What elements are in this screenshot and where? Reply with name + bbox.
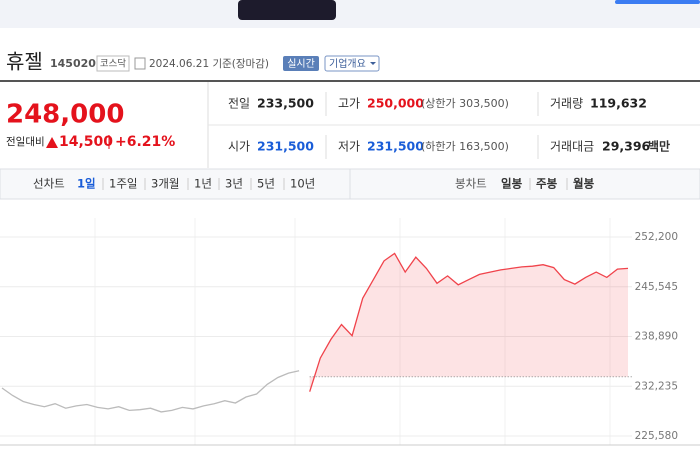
market-badge	[96, 55, 130, 72]
date: 2024.06.21 기준(장마감)	[149, 58, 269, 70]
stat-label: 거래량	[550, 97, 583, 111]
candle-tab[interactable]: 월봉	[573, 177, 595, 191]
header-rule	[0, 80, 700, 82]
stat-value: 250,000	[367, 96, 424, 111]
stat-label: 전일	[228, 97, 250, 111]
stat-value: 119,632	[590, 96, 647, 111]
stat-value: 233,500	[257, 96, 314, 111]
stat-label: 고가	[338, 97, 360, 111]
stock-code: 145020	[50, 57, 96, 70]
period-tab[interactable]: 3개월	[151, 177, 179, 191]
calendar-icon	[134, 57, 146, 70]
period-tab[interactable]: 1년	[194, 177, 212, 191]
stat-label: 저가	[338, 140, 360, 154]
period-tab[interactable]: 1일	[77, 177, 96, 191]
stat-unit: 백만	[648, 139, 670, 154]
change: 14,500	[59, 134, 113, 150]
stat-value: 29,396	[602, 139, 651, 154]
tab-label: 봉차트	[455, 177, 487, 191]
banner	[0, 0, 700, 28]
y-tick-label: 252,200	[635, 231, 678, 243]
period-tab[interactable]: 1주일	[109, 177, 137, 191]
stock-name: 휴젤	[6, 50, 43, 74]
period-tab[interactable]: 3년	[225, 177, 243, 191]
change-rate: +6.21%	[115, 134, 175, 150]
period-tab[interactable]: 5년	[257, 177, 275, 191]
company-info[interactable]: 기업개요	[329, 57, 366, 70]
change-label: 전일대비	[6, 135, 45, 148]
company-info-button[interactable]	[324, 55, 380, 72]
stat-label: 거래대금	[550, 140, 594, 154]
stat-sub: (하한가 163,500)	[421, 139, 509, 153]
market: 코스닥	[100, 59, 126, 70]
y-tick-label: 245,545	[635, 281, 678, 293]
area	[309, 253, 628, 392]
realtime[interactable]: 실시간	[287, 58, 315, 70]
period-tab[interactable]: 10년	[290, 177, 315, 191]
y-tick-label: 238,890	[635, 331, 678, 343]
price-line	[309, 252, 629, 392]
y-tick-label: 225,580	[635, 430, 678, 442]
banner-image	[238, 0, 336, 20]
stat-sub: (상한가 303,500)	[421, 97, 509, 110]
candle-tab[interactable]: 주봉	[536, 177, 558, 191]
price-line	[1, 370, 300, 413]
stat-value: 231,500	[367, 139, 424, 154]
up-triangle	[46, 137, 58, 148]
stat-label: 시가	[228, 140, 250, 154]
tab-label: 선차트	[33, 177, 65, 191]
price: 248,000	[6, 100, 124, 130]
realtime-badge[interactable]	[283, 56, 319, 71]
banner-button[interactable]	[615, 0, 700, 4]
dropdown-arrow	[370, 62, 376, 65]
stat-value: 231,500	[257, 139, 314, 154]
candle-tab[interactable]: 일봉	[501, 177, 523, 191]
y-tick-label: 232,235	[635, 380, 678, 392]
